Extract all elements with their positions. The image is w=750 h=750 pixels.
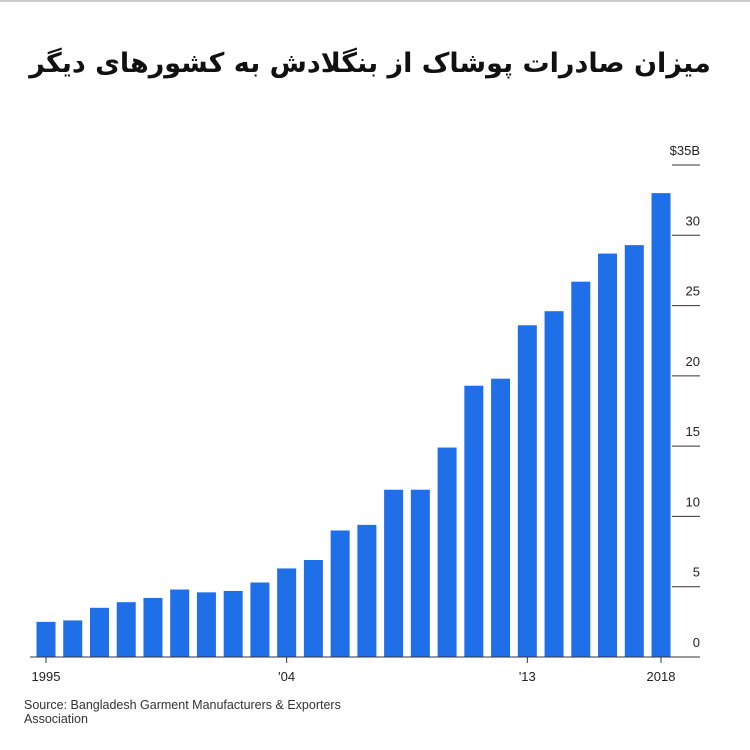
bar bbox=[598, 253, 618, 657]
source-box: Source: Bangladesh Garment Manufacturers… bbox=[24, 698, 341, 726]
y-tick-label: 10 bbox=[686, 494, 700, 509]
bar bbox=[36, 621, 56, 657]
bar bbox=[196, 592, 216, 657]
bar bbox=[517, 325, 537, 657]
x-tick-label: 1995 bbox=[32, 669, 61, 684]
bar bbox=[437, 447, 457, 657]
bar bbox=[491, 378, 511, 657]
bar bbox=[303, 560, 323, 657]
bar bbox=[464, 385, 484, 657]
bar bbox=[624, 245, 644, 657]
bar bbox=[651, 193, 671, 657]
y-tick-label: 0 bbox=[693, 635, 700, 650]
bar bbox=[250, 582, 270, 657]
bar bbox=[357, 524, 377, 657]
bar bbox=[544, 311, 564, 657]
bar bbox=[410, 489, 430, 657]
y-tick-label: 25 bbox=[686, 284, 700, 299]
chart-title: میزان صادرات پوشاک از بنگلادش به کشورهای… bbox=[27, 47, 711, 79]
bar bbox=[571, 281, 591, 657]
source: Source: Bangladesh Garment Manufacturers… bbox=[24, 698, 341, 726]
bar bbox=[63, 620, 83, 657]
y-tick-label: 15 bbox=[686, 424, 700, 439]
bar bbox=[330, 530, 350, 657]
y-tick-label: 20 bbox=[686, 354, 700, 369]
bar bbox=[223, 590, 243, 657]
bar bbox=[277, 568, 297, 657]
x-tick-label: 2018 bbox=[647, 669, 676, 684]
y-tick-label: $35B bbox=[670, 143, 700, 158]
y-tick-label: 30 bbox=[686, 213, 700, 228]
bar bbox=[89, 607, 109, 657]
x-tick-label: '04 bbox=[278, 669, 295, 684]
y-tick-label: 5 bbox=[693, 565, 700, 580]
bar bbox=[143, 597, 163, 657]
x-tick-label: '13 bbox=[519, 669, 536, 684]
bar bbox=[170, 589, 190, 657]
bar bbox=[384, 489, 404, 657]
bar bbox=[116, 602, 136, 657]
